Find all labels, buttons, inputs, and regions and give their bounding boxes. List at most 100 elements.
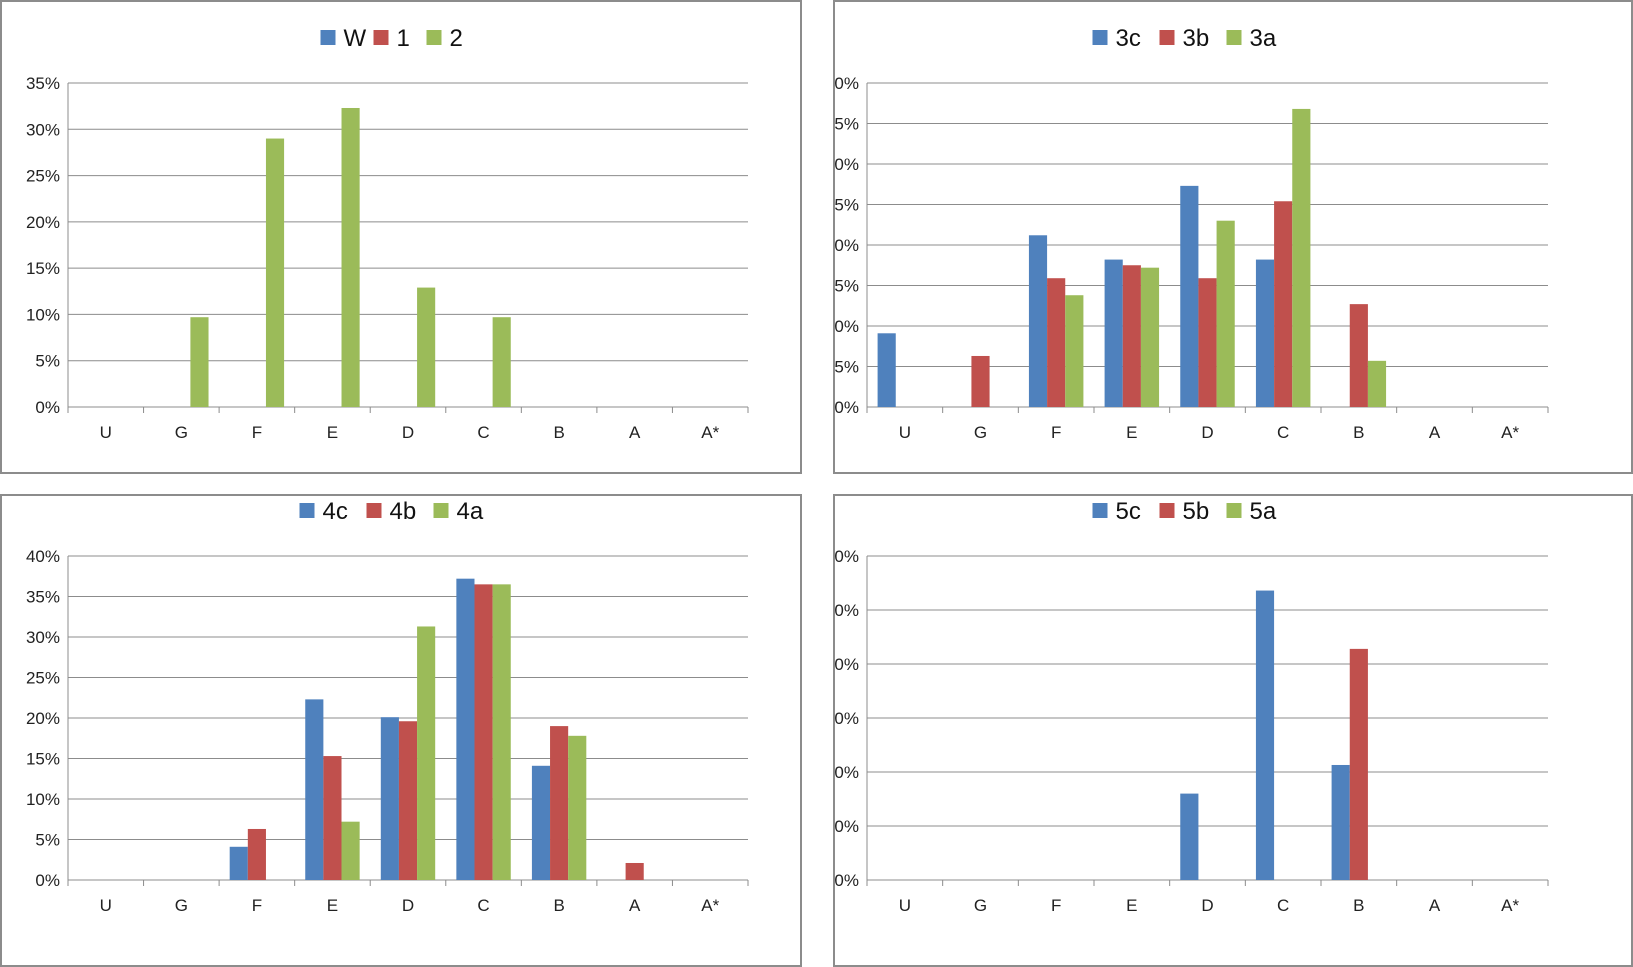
y-tick-label: 5%: [835, 358, 859, 377]
y-tick-label: 5%: [35, 352, 60, 371]
legend-label-4a: 4a: [457, 498, 484, 525]
bar-4b-C: [474, 584, 493, 880]
legend-swatch-W: [320, 30, 336, 45]
x-category-label: F: [1051, 896, 1061, 915]
legend-swatch-5b: [1159, 503, 1175, 518]
bar-4a-C: [492, 584, 511, 880]
legend-swatch-1: [373, 30, 389, 45]
y-tick-label: 50%: [835, 601, 859, 620]
y-tick-label: 0%: [35, 871, 60, 890]
y-tick-label: 35%: [26, 588, 60, 607]
bar-3a-B: [1367, 360, 1387, 407]
legend-label-5b: 5b: [1183, 498, 1210, 525]
x-category-label: U: [100, 896, 112, 915]
bar-3b-F: [1047, 278, 1066, 407]
legend-label-5a: 5a: [1250, 498, 1277, 525]
x-category-label: G: [974, 423, 987, 442]
bar-2-C: [492, 317, 511, 407]
legend-swatch-2: [426, 30, 442, 45]
y-tick-label: 40%: [835, 74, 859, 93]
bar-2-E: [341, 107, 360, 407]
bar-3b-G: [971, 355, 990, 407]
y-tick-label: 20%: [26, 709, 60, 728]
bar-5c-C: [1255, 590, 1275, 880]
bar-4b-E: [323, 756, 342, 880]
bar-4c-B: [531, 765, 551, 880]
bar-3b-E: [1122, 265, 1141, 407]
bar-2-G: [190, 317, 209, 407]
y-tick-label: 30%: [26, 120, 60, 139]
bar-3b-C: [1274, 201, 1293, 407]
bar-4c-D: [380, 717, 399, 880]
y-tick-label: 15%: [26, 259, 60, 278]
bar-2-F: [265, 138, 285, 408]
x-category-label: D: [402, 896, 414, 915]
bar-3c-F: [1028, 235, 1048, 407]
x-category-label: A*: [701, 896, 719, 915]
legend-swatch-5c: [1092, 503, 1108, 518]
x-category-label: D: [402, 423, 414, 442]
legend-label-4b: 4b: [390, 498, 417, 525]
y-tick-label: 10%: [835, 317, 859, 336]
x-category-label: C: [477, 896, 489, 915]
bar-3a-C: [1292, 108, 1311, 408]
x-category-label: A: [629, 896, 641, 915]
legend-swatch-5a: [1226, 503, 1242, 518]
x-category-label: E: [327, 423, 338, 442]
y-tick-label: 10%: [26, 790, 60, 809]
y-tick-label: 40%: [26, 547, 60, 566]
x-category-label: U: [899, 896, 911, 915]
legend-label-4c: 4c: [323, 498, 348, 525]
x-category-label: A*: [1501, 423, 1519, 442]
bar-4b-F: [247, 828, 266, 880]
y-tick-label: 20%: [26, 213, 60, 232]
y-tick-label: 25%: [26, 167, 60, 186]
y-tick-label: 20%: [835, 763, 859, 782]
legend-label-1: 1: [397, 25, 410, 52]
bar-chart-4: 0% 10% 20% 30% 40% 50% 60% U G F E D C B A A* 5c 5b 5a: [835, 498, 1549, 915]
bar-chart-1: 0% 5% 10% 15% 20% 25% 30% 35% U G F E D C B A A* W 1 2: [26, 25, 749, 442]
x-category-label: G: [175, 896, 188, 915]
legend-swatch-4c: [299, 503, 315, 518]
x-category-label: A: [1429, 896, 1441, 915]
y-tick-label: 20%: [835, 236, 859, 255]
bar-3a-D: [1216, 220, 1235, 407]
legend-swatch-4b: [366, 503, 382, 518]
x-category-label: B: [553, 896, 564, 915]
bar-3a-F: [1065, 295, 1084, 407]
legend-swatch-3b: [1159, 30, 1175, 45]
bar-4b-B: [550, 726, 569, 880]
x-category-label: G: [175, 423, 188, 442]
y-tick-label: 60%: [835, 547, 859, 566]
x-category-label: A*: [701, 423, 719, 442]
x-category-label: C: [477, 423, 489, 442]
bar-4c-E: [305, 699, 324, 880]
y-tick-label: 15%: [835, 277, 859, 296]
chart-panel-4: 0% 10% 20% 30% 40% 50% 60% U G F E D C B A A* 5c 5b 5a: [833, 494, 1633, 967]
y-tick-label: 10%: [26, 305, 60, 324]
bar-2-D: [417, 287, 436, 407]
bar-3c-U: [877, 333, 896, 407]
x-category-label: C: [1277, 423, 1289, 442]
x-category-label: A: [629, 423, 641, 442]
y-tick-label: 30%: [835, 155, 859, 174]
y-tick-label: 10%: [835, 817, 859, 836]
legend-swatch-4a: [433, 503, 449, 518]
legend-label-3c: 3c: [1116, 25, 1141, 52]
x-category-label: F: [252, 423, 262, 442]
y-tick-label: 30%: [835, 709, 859, 728]
chart-panel-2: 0% 5% 10% 15% 20% 25% 30% 35% 40% U G F E D C B A A* 3c 3b 3…: [833, 0, 1633, 474]
x-category-label: E: [1126, 896, 1137, 915]
bar-4a-D: [417, 626, 436, 880]
bar-3c-D: [1180, 185, 1199, 407]
bar-4c-C: [456, 578, 475, 880]
y-tick-label: 35%: [835, 115, 859, 134]
bar-chart-2: 0% 5% 10% 15% 20% 25% 30% 35% 40% U G F E D C B A A* 3c 3b 3…: [835, 25, 1549, 442]
x-category-label: U: [899, 423, 911, 442]
bar-3b-B: [1349, 304, 1368, 407]
x-category-label: A: [1429, 423, 1441, 442]
legend-swatch-3c: [1092, 30, 1108, 45]
y-tick-label: 0%: [835, 398, 859, 417]
x-category-label: C: [1277, 896, 1289, 915]
y-tick-label: 0%: [835, 871, 859, 890]
